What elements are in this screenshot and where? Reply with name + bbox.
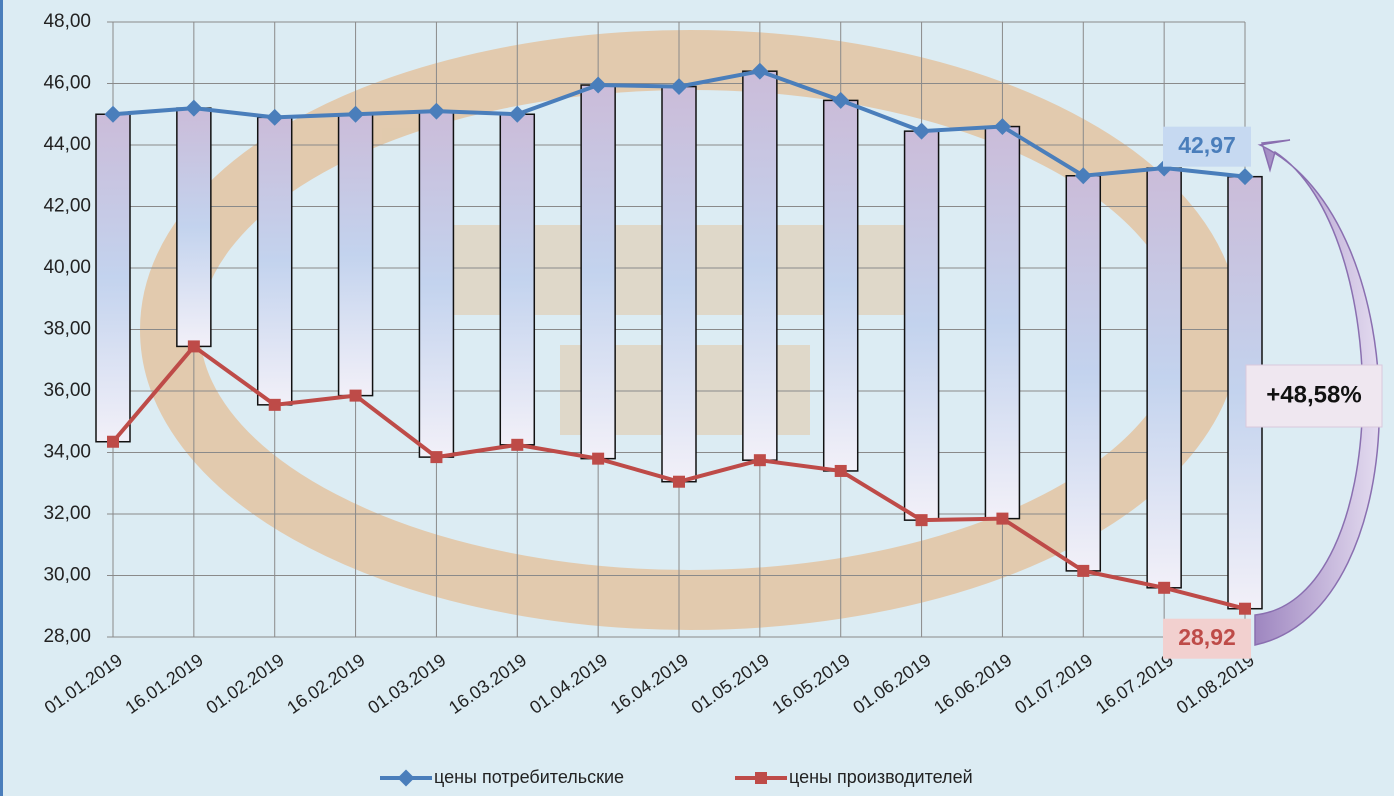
point-marker: [996, 513, 1008, 525]
legend-label: цены потребительские: [434, 767, 624, 787]
high-low-bar: [985, 127, 1019, 519]
point-marker: [511, 439, 523, 451]
point-marker: [1077, 565, 1089, 577]
high-low-bar: [824, 100, 858, 471]
point-marker: [430, 451, 442, 463]
point-marker: [350, 390, 362, 402]
high-low-bar: [743, 71, 777, 460]
high-low-bar: [581, 85, 615, 459]
high-low-bar: [1147, 168, 1181, 588]
y-tick-label: 48,00: [43, 11, 91, 32]
y-tick-label: 32,00: [43, 503, 91, 524]
high-low-bar: [339, 114, 373, 395]
high-low-bar: [500, 114, 534, 445]
chart: 28,00 30,00 32,00 34,00 36,00 38,00 40,00 42,00…: [0, 0, 1394, 796]
high-low-bar: [662, 87, 696, 482]
point-marker: [835, 465, 847, 477]
legend-marker: [755, 772, 767, 784]
y-tick-label: 40,00: [43, 257, 91, 278]
y-tick-label: 38,00: [43, 319, 91, 340]
point-marker: [754, 454, 766, 466]
point-marker: [592, 453, 604, 465]
value-label: 42,97: [1178, 132, 1236, 158]
legend-label: цены производителей: [789, 767, 973, 787]
high-low-bar: [258, 117, 292, 405]
y-tick-label: 42,00: [43, 196, 91, 217]
annotation: +48,58%: [1266, 381, 1361, 408]
high-low-bar: [1066, 176, 1100, 571]
point-marker: [269, 399, 281, 411]
y-tick-label: 28,00: [43, 626, 91, 647]
point-marker: [673, 476, 685, 488]
point-marker: [188, 340, 200, 352]
y-tick-label: 30,00: [43, 565, 91, 586]
y-tick-label: 34,00: [43, 442, 91, 463]
point-marker: [1239, 603, 1251, 615]
frame-edge: [0, 0, 3, 796]
y-tick-label: 46,00: [43, 73, 91, 94]
high-low-bar: [905, 131, 939, 520]
value-label: 28,92: [1178, 624, 1236, 650]
y-tick-label: 36,00: [43, 380, 91, 401]
point-marker: [916, 514, 928, 526]
point-marker: [1158, 582, 1170, 594]
high-low-bar: [96, 114, 130, 441]
high-low-bar: [419, 111, 453, 457]
y-tick-label: 44,00: [43, 134, 91, 155]
point-marker: [107, 436, 119, 448]
high-low-bar: [177, 108, 211, 346]
